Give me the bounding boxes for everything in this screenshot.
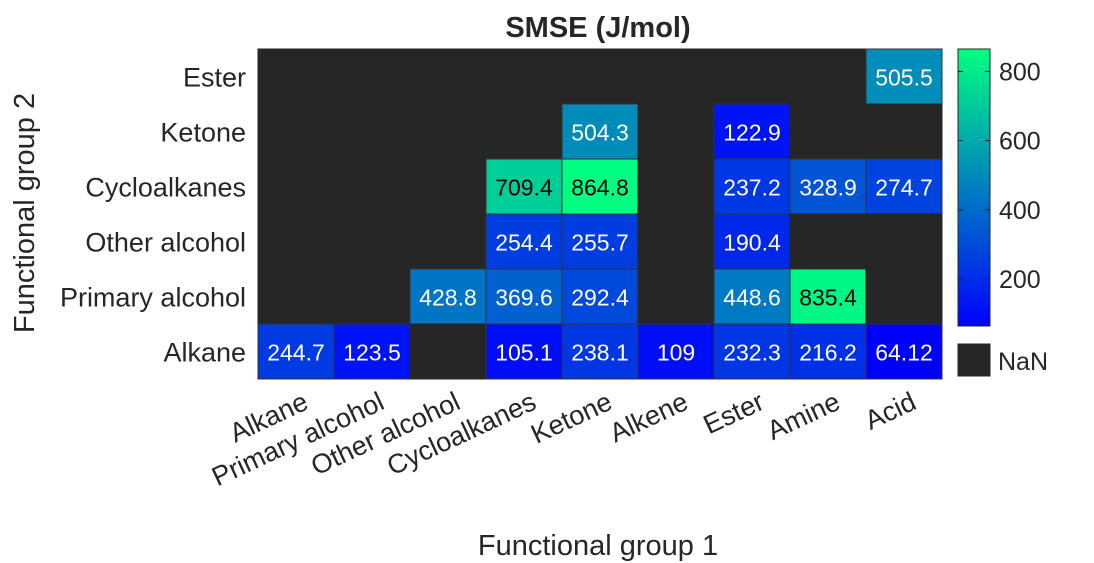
- heatmap-cell: [257, 158, 335, 215]
- heatmap-cell: [713, 103, 791, 160]
- heatmap-cell: [865, 103, 943, 160]
- heatmap-cell: [257, 323, 335, 380]
- x-tick-label: Acid: [860, 386, 920, 435]
- heatmap-cell: [257, 103, 335, 160]
- heatmap-cell: [713, 323, 791, 380]
- heatmap-cell: [485, 48, 563, 105]
- heatmap-cell: [865, 268, 943, 325]
- heatmap-cell: [713, 48, 791, 105]
- cell-value-label: 190.4: [723, 230, 781, 256]
- x-tick-label: Ester: [699, 386, 769, 440]
- heatmap-cell: [485, 323, 563, 380]
- colorbar-tick-label: 200: [999, 266, 1041, 294]
- heatmap-cell: [637, 268, 715, 325]
- colorbar-tick-label: 800: [999, 58, 1041, 86]
- cell-value-label: 216.2: [799, 340, 857, 366]
- y-tick-label: Other alcohol: [85, 228, 246, 258]
- y-tick-label: Cycloalkanes: [85, 173, 246, 203]
- cell-value-label: 835.4: [799, 285, 857, 311]
- x-tick-label: Amine: [762, 386, 844, 446]
- heatmap-cell: [713, 158, 791, 215]
- heatmap-cells: [257, 48, 943, 380]
- heatmap-cell: [561, 103, 639, 160]
- y-tick-label: Ester: [183, 63, 246, 93]
- x-tick-label: Ketone: [526, 386, 616, 449]
- cell-value-label: 122.9: [723, 120, 781, 146]
- colorbar-tick-label: 600: [999, 128, 1041, 156]
- cell-value-label: 274.7: [875, 175, 933, 201]
- heatmap-cell: [333, 213, 411, 270]
- heatmap-cell: [865, 48, 943, 105]
- heatmap-cell: [333, 48, 411, 105]
- cell-value-label: 109: [657, 340, 695, 366]
- cell-value-labels: 505.5 504.3 122.9 709.4 864.8 237.2 328.9 274.7…: [267, 65, 933, 366]
- heatmap-cell: [789, 213, 867, 270]
- cell-value-label: 428.8: [419, 285, 477, 311]
- heatmap-cell: [485, 158, 563, 215]
- heatmap-cell: [257, 48, 335, 105]
- cell-value-label: 64.12: [875, 340, 933, 366]
- cell-value-label: 504.3: [571, 120, 629, 146]
- cell-value-label: 232.3: [723, 340, 781, 366]
- cell-value-label: 244.7: [267, 340, 325, 366]
- cell-value-label: 448.6: [723, 285, 781, 311]
- heatmap-cell: [333, 103, 411, 160]
- heatmap-cell: [333, 268, 411, 325]
- x-tick-label: Alkene: [605, 386, 693, 448]
- heatmap-cell: [561, 268, 639, 325]
- x-axis-label: Functional group 1: [478, 530, 718, 562]
- heatmap-cell: [561, 48, 639, 105]
- heatmap-cell: [333, 323, 411, 380]
- cell-value-label: 328.9: [799, 175, 857, 201]
- heatmap-cell: [637, 103, 715, 160]
- heatmap-cell: [409, 103, 487, 160]
- cell-value-label: 292.4: [571, 285, 629, 311]
- cell-value-label: 864.8: [571, 175, 629, 201]
- heatmap-cell: [561, 323, 639, 380]
- heatmap-cell: [409, 268, 487, 325]
- heatmap-cell: [789, 48, 867, 105]
- heatmap-cell: [789, 103, 867, 160]
- heatmap-cell: [409, 213, 487, 270]
- cell-value-label: 709.4: [495, 175, 553, 201]
- cell-value-label: 238.1: [571, 340, 629, 366]
- y-axis-label: Functional group 2: [9, 93, 41, 333]
- heatmap-cell: [561, 213, 639, 270]
- heatmap-cell: [865, 323, 943, 380]
- y-tick-label: Alkane: [163, 338, 246, 368]
- heatmap-cell: [637, 323, 715, 380]
- cell-value-label: 105.1: [495, 340, 553, 366]
- heatmap-cell: [485, 103, 563, 160]
- heatmap-cell: [865, 158, 943, 215]
- nan-legend-label: NaN: [998, 348, 1048, 376]
- heatmap-cell: [789, 268, 867, 325]
- heatmap-cell: [257, 213, 335, 270]
- cell-value-label: 255.7: [571, 230, 629, 256]
- cell-value-label: 254.4: [495, 230, 553, 256]
- heatmap-cell: [865, 213, 943, 270]
- colorbar-ticks: 200 400 600 800: [958, 58, 1041, 294]
- nan-legend-swatch: [957, 343, 991, 377]
- chart-title: SMSE (J/mol): [505, 12, 690, 44]
- y-tick-label: Primary alcohol: [60, 283, 246, 313]
- heatmap-cell: [637, 48, 715, 105]
- cell-value-label: 505.5: [875, 65, 933, 91]
- heatmap-cell: [409, 323, 487, 380]
- cell-value-label: 123.5: [343, 340, 401, 366]
- y-tick-label: Ketone: [160, 118, 246, 148]
- heatmap-cell: [637, 213, 715, 270]
- cell-value-label: 237.2: [723, 175, 781, 201]
- y-tick-labels: Ester Ketone Cycloalkanes Other alcohol Prim…: [60, 63, 246, 368]
- colorbar: [957, 48, 991, 327]
- heatmap-cell: [409, 48, 487, 105]
- heatmap-cell: [789, 323, 867, 380]
- heatmap-cell: [409, 158, 487, 215]
- cell-value-label: 369.6: [495, 285, 553, 311]
- heatmap-cell: [333, 158, 411, 215]
- heatmap-cell: [637, 158, 715, 215]
- colorbar-tick-label: 400: [999, 197, 1041, 225]
- heatmap-cell: [257, 268, 335, 325]
